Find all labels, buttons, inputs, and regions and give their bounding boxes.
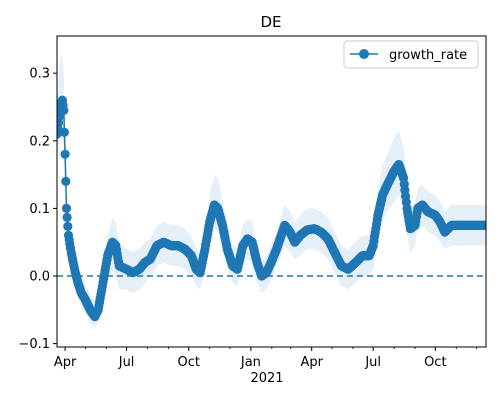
data-point bbox=[61, 176, 71, 186]
x-tick-label: Jul bbox=[364, 355, 381, 370]
x-tick-label: Apr bbox=[300, 355, 323, 370]
data-point bbox=[59, 105, 69, 115]
x-tick-label: Oct bbox=[424, 355, 446, 370]
data-point bbox=[62, 212, 72, 222]
legend: growth_rate bbox=[343, 40, 479, 69]
data-point bbox=[60, 149, 70, 159]
confidence-band bbox=[57, 52, 486, 327]
axis-layer: −0.1 0.0 0.1 0.2 0.3 Apr Jul Oct Jan Apr Jul Oct bbox=[18, 67, 477, 370]
legend-marker-swatch bbox=[359, 49, 369, 59]
chart-title: DE bbox=[260, 13, 281, 31]
data-point bbox=[61, 203, 72, 213]
series-marker-layer bbox=[57, 95, 486, 322]
y-tick-label: 0.2 bbox=[29, 134, 50, 149]
y-tick-label: 0.0 bbox=[29, 270, 50, 285]
y-tick-label: 0.1 bbox=[29, 202, 50, 217]
data-point bbox=[481, 220, 486, 230]
legend-label: growth_rate bbox=[389, 48, 467, 63]
confidence-band-layer bbox=[57, 52, 486, 327]
x-tick-label: Jul bbox=[118, 355, 135, 370]
data-point bbox=[63, 221, 73, 231]
x-tick-label: Oct bbox=[177, 355, 199, 370]
data-point bbox=[59, 127, 69, 137]
legend-box bbox=[343, 40, 479, 69]
x-year-label: 2021 bbox=[250, 371, 283, 386]
x-tick-label: Apr bbox=[54, 355, 77, 370]
y-tick-label: −0.1 bbox=[18, 337, 50, 352]
y-tick-label: 0.3 bbox=[29, 67, 50, 82]
x-tick-label: Jan bbox=[240, 355, 261, 370]
